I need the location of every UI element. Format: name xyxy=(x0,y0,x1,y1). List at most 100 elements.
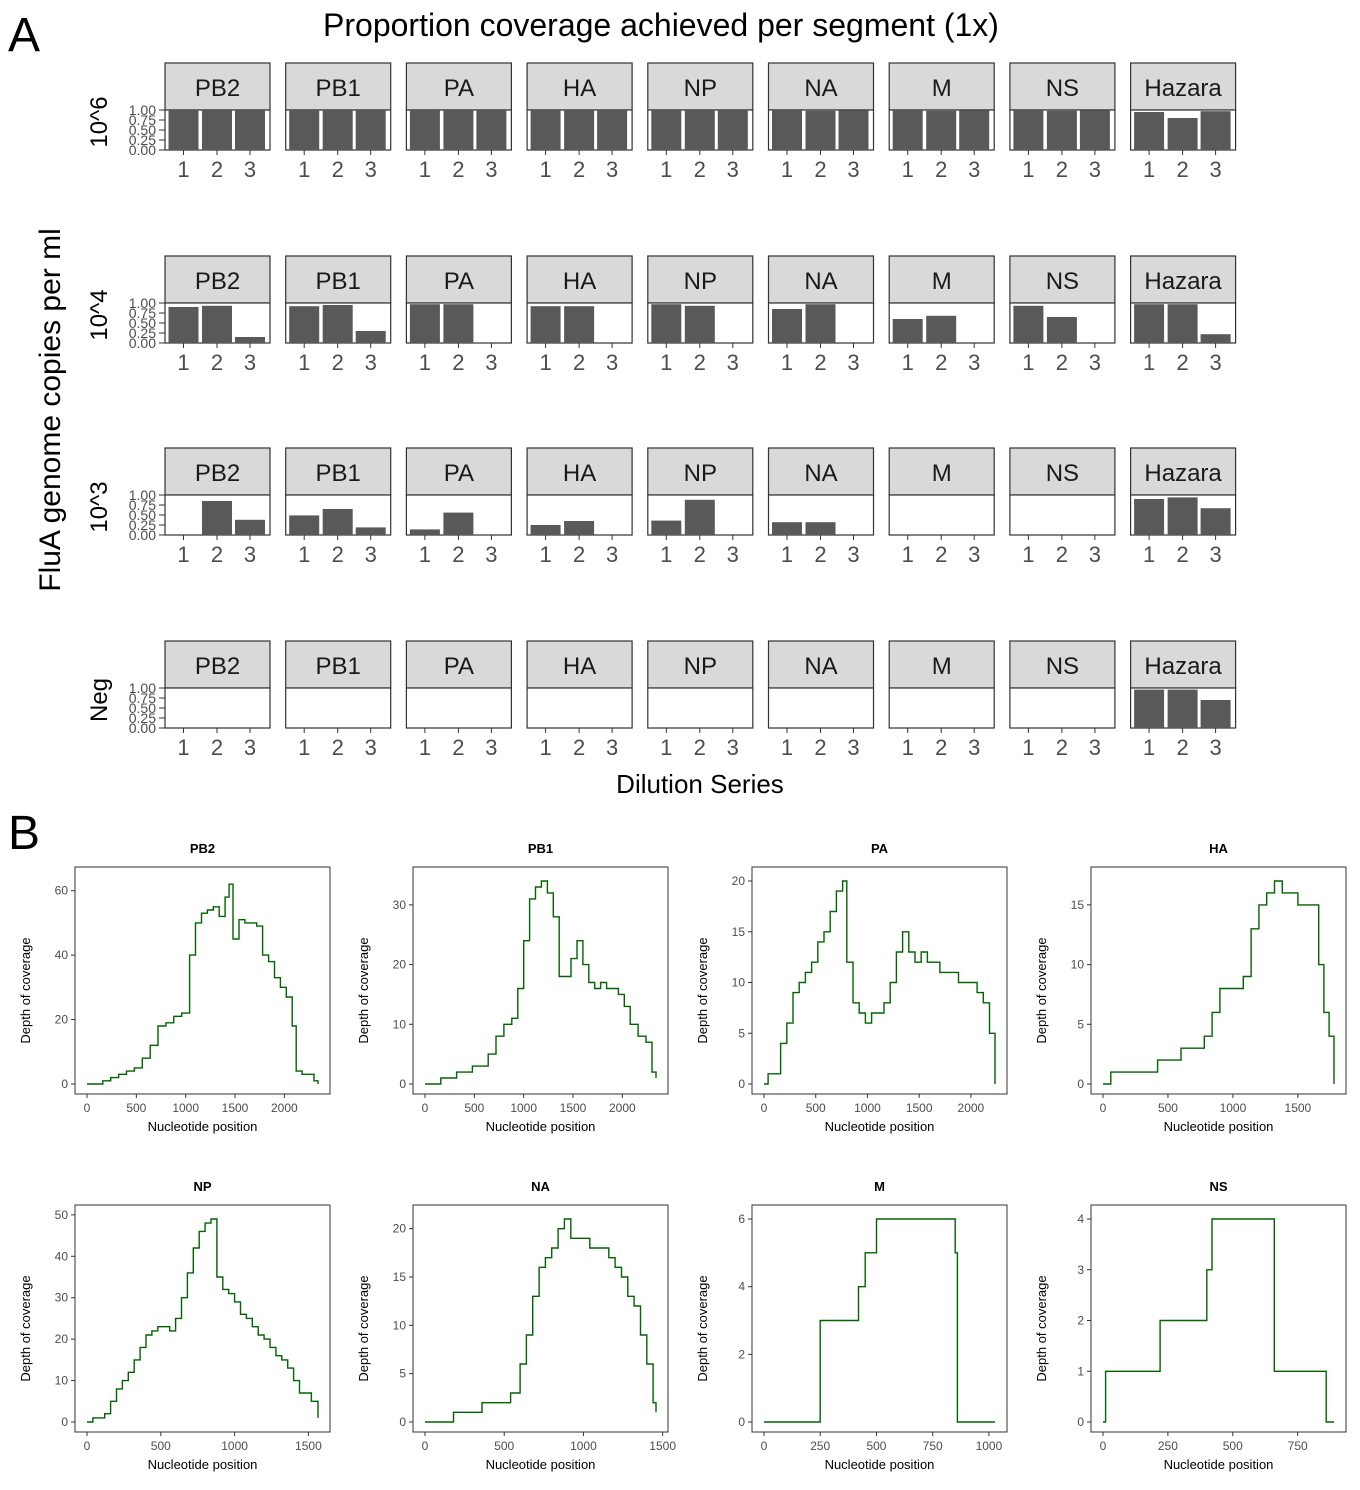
x-tick-label: 1 xyxy=(539,542,551,567)
x-tick-label: 500 xyxy=(1158,1101,1178,1115)
chart-title: Proportion coverage achieved per segment… xyxy=(323,7,999,43)
y-tick-label: 10 xyxy=(393,1318,407,1332)
coverage-chart-np: NP 0 500 1000 1500 0 10 20 30 40 50 Nucleotide posi… xyxy=(18,1179,331,1472)
x-tick-label: 2 xyxy=(573,157,585,182)
facet-plot-area xyxy=(164,687,271,729)
bar xyxy=(926,110,957,150)
facet-pb2: PB2 1 2 3 xyxy=(164,255,271,375)
y-tick-label: 10 xyxy=(55,1374,69,1388)
bar xyxy=(1167,118,1198,150)
x-tick-label: 500 xyxy=(494,1439,514,1453)
coverage-line xyxy=(87,1218,319,1423)
chart-title: PB1 xyxy=(528,841,553,856)
panel-a-letter: A xyxy=(8,9,41,62)
facet-strip xyxy=(1129,447,1237,496)
x-tick-label: 1000 xyxy=(1220,1101,1247,1115)
x-tick-label: 2 xyxy=(935,157,947,182)
facet-strip xyxy=(647,255,754,304)
bar xyxy=(355,527,386,535)
bar xyxy=(322,110,353,150)
y-tick-label: 60 xyxy=(55,884,69,898)
bar xyxy=(684,305,715,343)
facet-strip-label: HA xyxy=(563,653,596,680)
facet-ha: HA 1 2 3 xyxy=(526,255,633,375)
facet-strip-label: Hazara xyxy=(1144,460,1222,487)
bar xyxy=(1167,497,1198,535)
facet-strip xyxy=(888,447,995,496)
x-tick-label: 3 xyxy=(365,157,377,182)
x-tick-label: 2 xyxy=(814,735,826,760)
x-tick-label: 1500 xyxy=(295,1439,322,1453)
x-tick-label: 1000 xyxy=(172,1101,199,1115)
x-tick-label: 1 xyxy=(660,542,672,567)
y-tick-label: 0 xyxy=(399,1077,406,1091)
facet-strip-label: NA xyxy=(804,653,837,680)
row-label: 10^3 xyxy=(86,481,113,532)
x-tick-label: 3 xyxy=(968,735,980,760)
x-tick-label: 3 xyxy=(1089,350,1101,375)
x-tick-label: 1 xyxy=(781,735,793,760)
x-tick-label: 3 xyxy=(1209,350,1221,375)
x-tick-label: 1500 xyxy=(222,1101,249,1115)
y-tick-label: 1.00 xyxy=(129,295,156,311)
bar xyxy=(1079,110,1110,150)
x-tick-label: 3 xyxy=(485,157,497,182)
bar xyxy=(838,110,869,150)
x-tick-label: 1500 xyxy=(906,1101,933,1115)
bar xyxy=(1134,304,1165,343)
y-axis-label: Depth of coverage xyxy=(695,1275,710,1381)
facet-plot-area xyxy=(647,687,754,729)
bar xyxy=(1134,499,1165,535)
x-axis-label: Nucleotide position xyxy=(486,1457,596,1472)
x-tick-label: 1 xyxy=(419,157,431,182)
panel-a: Proportion coverage achieved per segment… xyxy=(34,7,1237,799)
bar xyxy=(651,110,682,150)
bar xyxy=(772,110,802,150)
bar xyxy=(1013,110,1044,150)
bar xyxy=(651,520,682,535)
facet-pa: PA 1 2 3 xyxy=(405,447,512,567)
y-axis-label: FluA genome copies per ml xyxy=(34,228,67,592)
bar xyxy=(322,509,353,535)
x-tick-label: 3 xyxy=(1209,542,1221,567)
bar xyxy=(564,110,595,150)
bar xyxy=(959,110,990,150)
y-tick-label: 0.50 xyxy=(129,700,156,716)
facet-strip-label: NP xyxy=(684,75,717,102)
x-tick-label: 3 xyxy=(968,542,980,567)
x-tick-label: 3 xyxy=(365,350,377,375)
chart-title: HA xyxy=(1209,841,1228,856)
plot-area xyxy=(751,866,1008,1095)
x-tick-label: 3 xyxy=(727,157,739,182)
bar xyxy=(597,110,628,150)
facet-strip xyxy=(164,640,271,689)
y-tick-label: 0 xyxy=(61,1077,68,1091)
x-axis-label: Nucleotide position xyxy=(825,1119,935,1134)
facet-hazara: Hazara 1 2 3 xyxy=(1129,62,1237,182)
x-tick-label: 2 xyxy=(332,350,344,375)
y-tick-label: 15 xyxy=(732,925,746,939)
facet-pb2: PB2 1 2 3 xyxy=(164,62,271,182)
x-tick-label: 2 xyxy=(1056,735,1068,760)
plot-area xyxy=(751,1204,1008,1433)
y-tick-label: 50 xyxy=(55,1208,69,1222)
x-tick-label: 1 xyxy=(539,157,551,182)
x-tick-label: 0 xyxy=(761,1439,768,1453)
facet-strip xyxy=(1009,255,1116,304)
y-tick-label: 1.00 xyxy=(129,102,156,118)
facet-strip xyxy=(164,447,271,496)
x-tick-label: 3 xyxy=(727,542,739,567)
bar xyxy=(289,110,320,150)
x-tick-label: 2 xyxy=(814,350,826,375)
facet-strip-label: PB2 xyxy=(195,653,240,680)
plot-area xyxy=(1090,866,1347,1095)
facet-na: NA 1 2 3 xyxy=(767,255,875,375)
bar xyxy=(1046,110,1077,150)
x-tick-label: 3 xyxy=(968,350,980,375)
x-tick-label: 3 xyxy=(244,542,256,567)
x-tick-label: 1 xyxy=(298,157,310,182)
bar xyxy=(1134,689,1165,728)
